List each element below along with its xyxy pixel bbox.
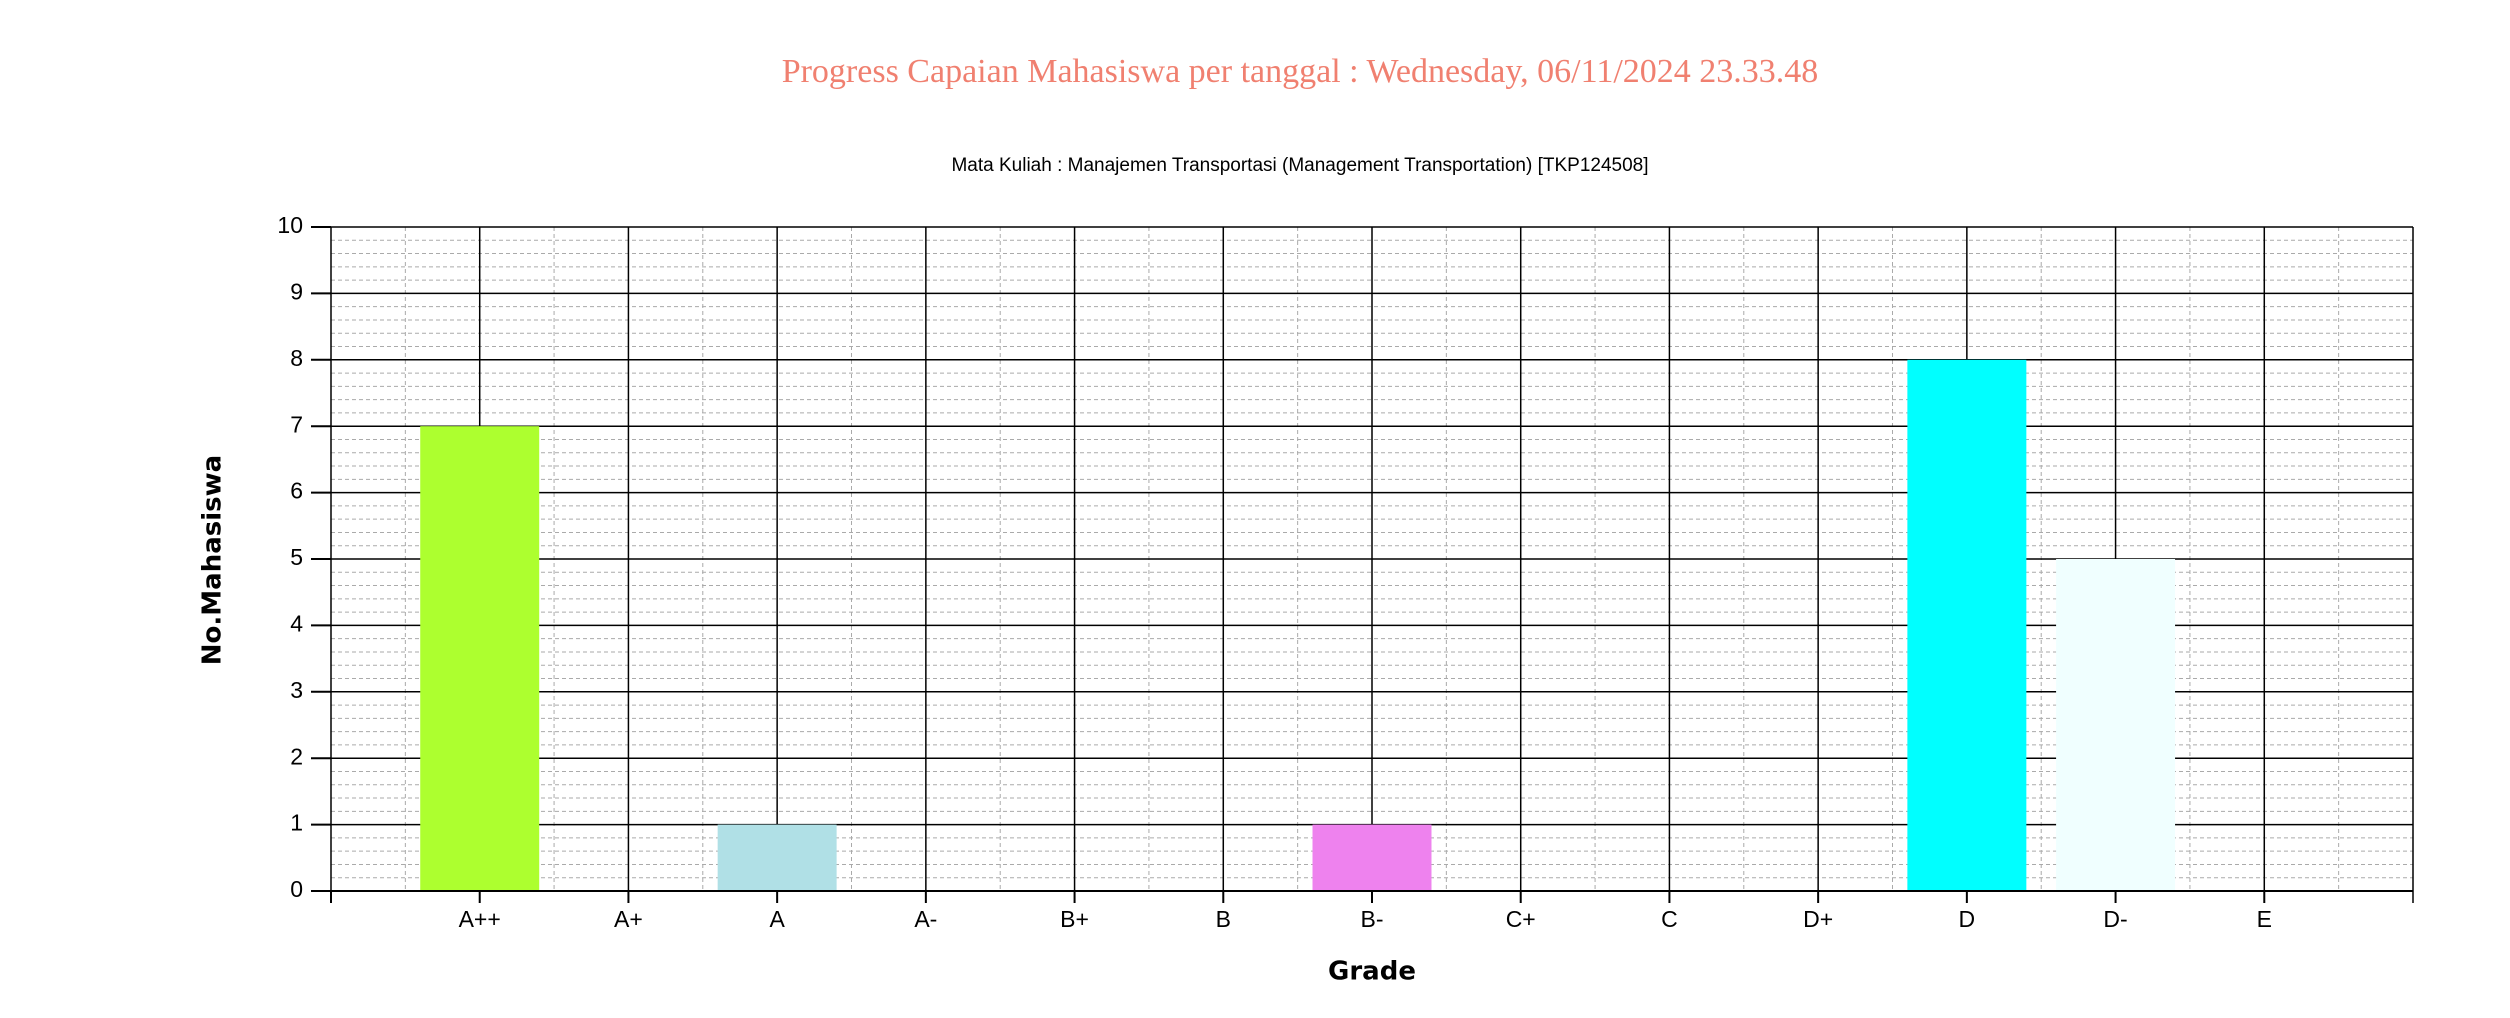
x-tick-label: D [1959,906,1976,932]
y-axis-title: No.Mahasiswa [198,455,228,665]
y-tick-label: 10 [277,212,303,238]
x-tick-label: A+ [614,906,643,932]
bar [420,426,540,891]
y-tick-label: 9 [290,278,303,304]
x-tick-label: D+ [1803,906,1833,932]
y-tick-label: 5 [290,544,303,570]
x-tick-label: B [1216,906,1231,932]
x-tick-label: A- [914,906,937,932]
y-tick-label: 1 [290,810,303,836]
x-tick-label: C [1661,906,1678,932]
x-tick-label: B+ [1060,906,1089,932]
bar [1312,824,1432,891]
y-tick-label: 4 [290,610,303,636]
x-tick-label: D- [2103,906,2127,932]
chart-subtitle: Mata Kuliah : Manajemen Transportasi (Ma… [951,155,1648,176]
x-tick-label: A++ [459,906,501,932]
y-tick-label: 8 [290,345,303,371]
y-tick-label: 0 [290,876,303,902]
chart-title: Progress Capaian Mahasiswa per tanggal :… [782,53,1819,90]
y-tick-label: 2 [290,743,303,769]
y-tick-label: 7 [290,411,303,437]
bar [2056,559,2176,891]
x-tick-label: A [769,906,785,932]
x-tick-label: E [2257,906,2272,932]
x-tick-label: B- [1361,906,1384,932]
x-axis-title: Grade [1328,957,1416,987]
x-tick-label: C+ [1506,906,1536,932]
bar [1907,359,2027,891]
y-tick-label: 3 [290,677,303,703]
bar [717,824,837,891]
y-tick-label: 6 [290,478,303,504]
